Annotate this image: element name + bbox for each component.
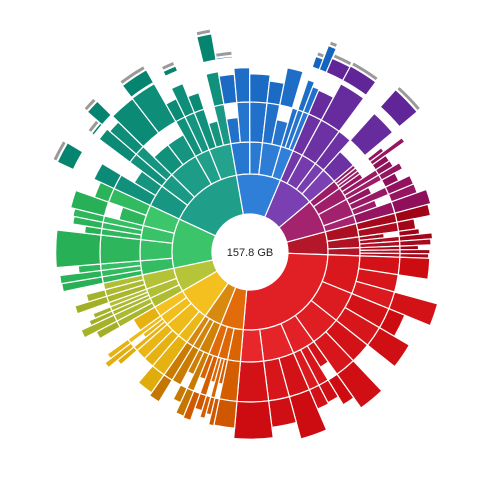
sunburst-rings [53, 29, 439, 440]
overflow-cap-blue-0-0 [216, 51, 232, 57]
center-total-size: 157.8 GB [227, 247, 273, 259]
deep-segment-purple-1-0[interactable] [320, 83, 365, 133]
deeper-segment-teal-4-2[interactable] [195, 33, 217, 64]
deep-segment-blue-2-1[interactable] [279, 67, 304, 109]
overflow-cap-purple-1-0 [352, 62, 378, 81]
file-segment-red-5-0[interactable] [236, 360, 270, 403]
overflow-cap-purple-3-0 [397, 87, 420, 110]
deeper-segment-blue-0-0[interactable] [215, 55, 234, 61]
deep-segment-green-1-0[interactable] [55, 229, 102, 269]
deeper-segment-purple-1-0[interactable] [341, 65, 377, 97]
deeper-segment-teal-1-1[interactable] [86, 100, 113, 126]
overflow-cap-teal-2-1 [120, 66, 145, 84]
deeper-segment-teal-0-0[interactable] [56, 141, 84, 171]
deep-segment-red-0-0[interactable] [397, 256, 431, 281]
overflow-cap-blue-3-1 [317, 52, 324, 58]
deeper-segment-teal-3-1[interactable] [162, 65, 179, 78]
overflow-cap-teal-3-1 [162, 62, 175, 70]
deep-segment-red-5-0[interactable] [233, 400, 274, 440]
overflow-cap-teal-1-0 [88, 120, 99, 132]
overflow-cap-teal-4-2 [196, 29, 211, 36]
overflow-cap-teal-0-0 [53, 141, 66, 161]
overflow-cap-blue-3-2 [330, 41, 337, 47]
deep-segment-green-3-1[interactable] [93, 181, 115, 203]
overflow-cap-purple-0-0 [333, 54, 352, 66]
deep-segment-teal-4-0[interactable] [187, 91, 205, 114]
deep-segment-blue-0-1[interactable] [233, 66, 251, 104]
overflow-cap-teal-1-1 [84, 98, 96, 111]
deep-segment-yellow-2-2[interactable] [106, 338, 132, 360]
center-disc[interactable] [212, 214, 288, 290]
deep-segment-purple-3-0[interactable] [349, 112, 394, 157]
deeper-segment-purple-3-0[interactable] [379, 88, 418, 128]
deeper-segment-teal-2-1[interactable] [121, 68, 155, 99]
subfolder-segment-red-5[interactable] [239, 328, 265, 363]
